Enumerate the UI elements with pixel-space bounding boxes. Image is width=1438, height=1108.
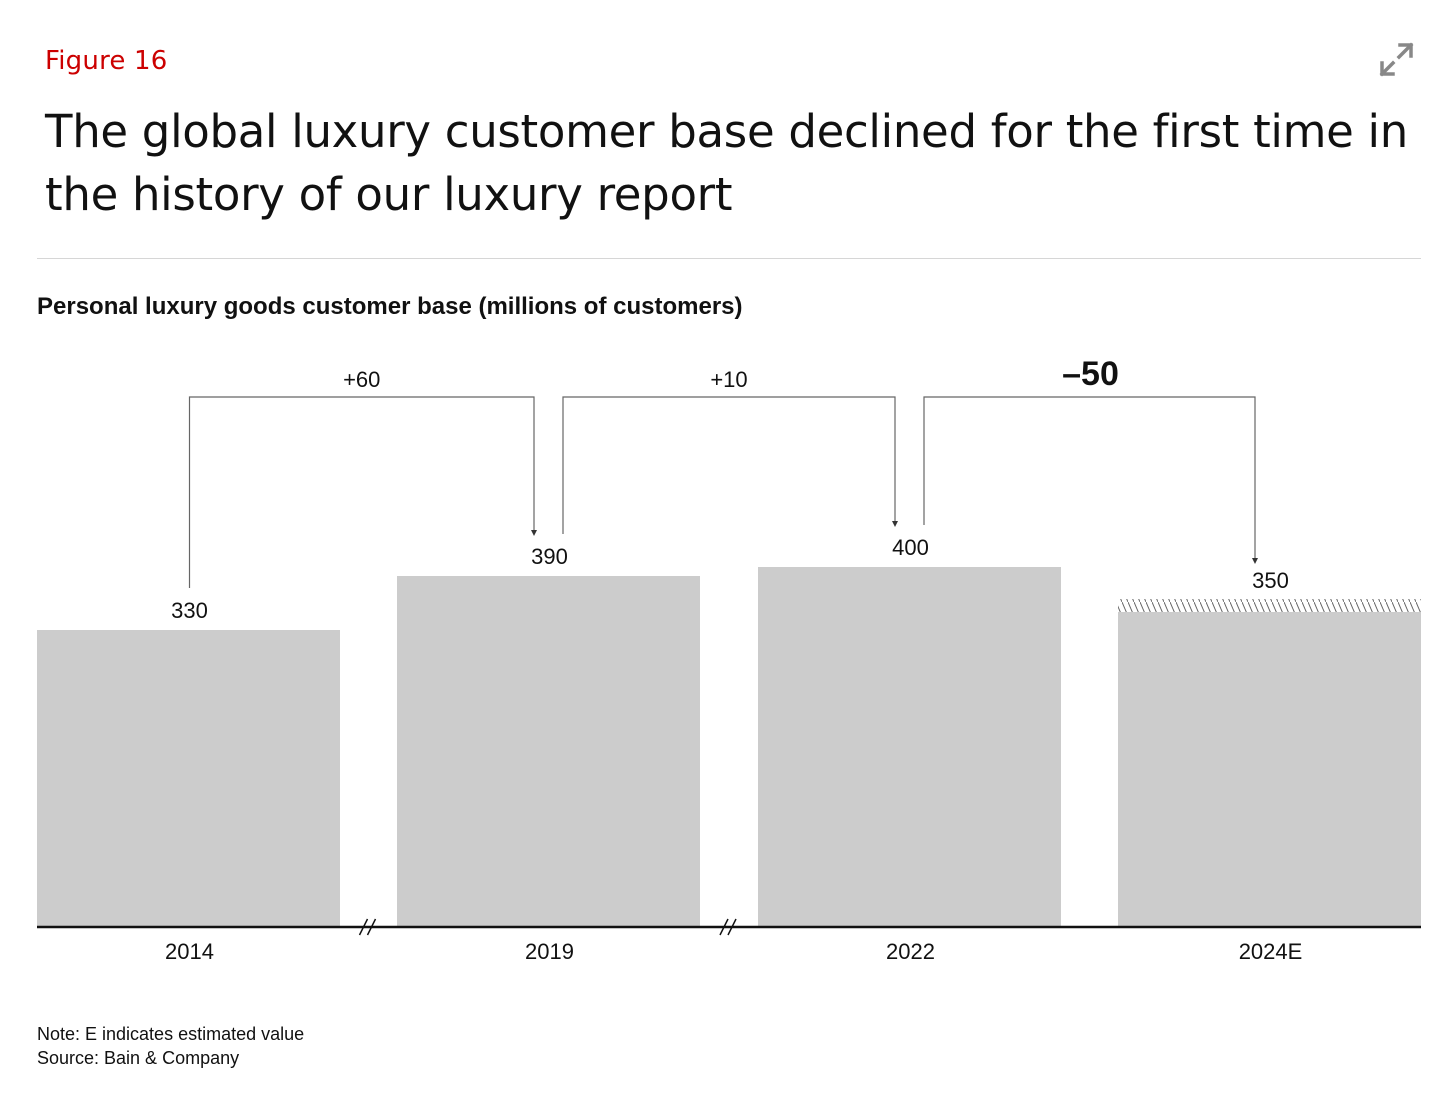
change-bracket: +60 [188,367,537,588]
bar-2014 [37,630,340,927]
axis-break [719,918,737,936]
tick-label-2014: 2014 [165,939,214,964]
tick-label-2022: 2022 [886,939,935,964]
chart-footer: Note: E indicates estimated value Source… [37,1022,304,1070]
tick-label-2019: 2019 [525,939,574,964]
chart-title: Personal luxury goods customer base (mil… [37,293,743,320]
change-label: +60 [343,367,380,392]
tick-label-2024e: 2024E [1239,939,1303,964]
bar-2024e [1118,612,1421,927]
arrow-down-icon [1252,558,1258,564]
bar-chart: Personal luxury goods customer base (mil… [37,293,1421,964]
bar-2022 [758,567,1061,927]
axis-break [358,918,377,936]
bar-2019 [397,576,700,927]
change-bracket: –50 [923,355,1258,564]
data-label-2024e: 350 [1252,568,1289,593]
chart-source: Source: Bain & Company [37,1048,240,1068]
title-divider [37,258,1421,259]
change-bracket: +10 [562,367,898,534]
data-label-2014: 330 [171,598,208,623]
arrow-down-icon [892,521,898,527]
change-label: –50 [1062,355,1119,393]
expand-icon[interactable] [1374,38,1418,82]
estimate-hatch [1118,599,1421,612]
change-label: +10 [710,367,747,392]
page-title: The global luxury customer base declined… [45,105,1408,221]
chart-note: Note: E indicates estimated value [37,1024,305,1044]
data-label-2019: 390 [531,544,568,569]
figure-label: Figure 16 [45,46,168,76]
arrow-down-icon [531,530,537,536]
data-label-2022: 400 [892,535,929,560]
